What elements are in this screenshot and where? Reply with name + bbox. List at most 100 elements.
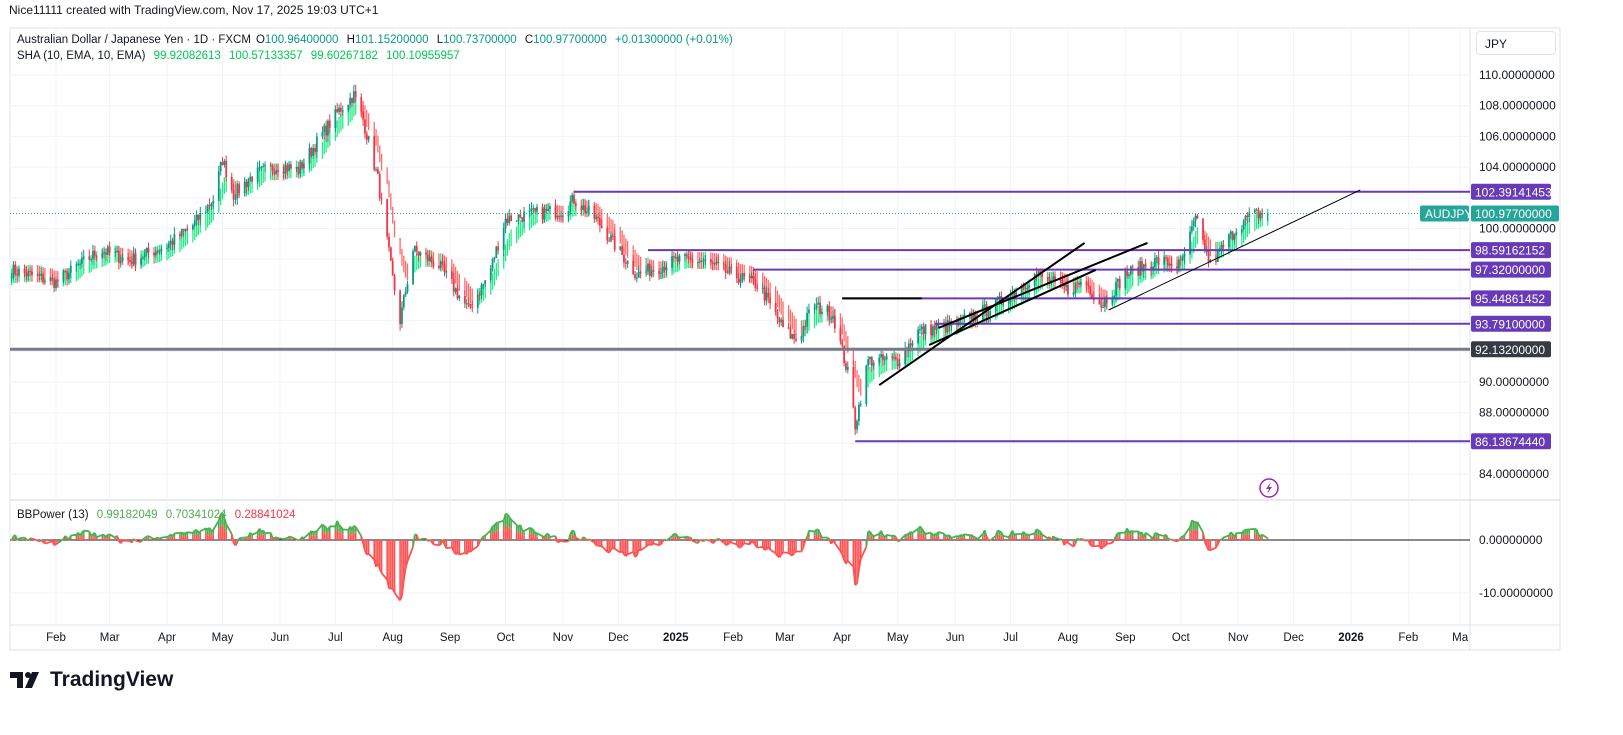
bbpower-bar	[730, 540, 733, 543]
time-axis-label: Sep	[1115, 632, 1135, 644]
candle-body	[922, 326, 925, 335]
bbpower-bar	[108, 534, 111, 537]
bbpower-line-segment	[640, 545, 647, 552]
bbpower-line-segment	[459, 552, 466, 556]
bbpower-line-segment	[912, 528, 919, 534]
bbpower-bar	[998, 531, 1001, 536]
bbpower-bar	[958, 538, 960, 540]
candle-body	[1246, 215, 1249, 217]
bbpower-bar	[454, 540, 457, 555]
bbpower-bar	[262, 530, 264, 535]
bbpower-bar	[765, 540, 768, 550]
tradingview-logo[interactable]: TradingView	[10, 668, 173, 692]
bbpower-bar	[1228, 535, 1230, 538]
candle-body	[774, 303, 777, 312]
bbpower-bar	[1024, 534, 1027, 537]
bbpower-bar	[549, 536, 551, 539]
candle-body	[303, 163, 305, 169]
bbpower-bar	[1254, 533, 1256, 540]
bbpower-legend[interactable]: BBPower (13) 0.99182049 0.70341024 0.288…	[17, 509, 301, 521]
bbpower-line-segment	[761, 546, 766, 551]
candle-body	[249, 177, 252, 181]
candle-body	[976, 319, 979, 321]
price-level-badge: 102.39141453	[1471, 183, 1552, 200]
candle-body	[158, 250, 161, 253]
bbpower-bar	[637, 540, 640, 550]
bbpower-bar	[1035, 529, 1038, 535]
bbpower-line-segment	[496, 521, 499, 524]
candle-body	[560, 215, 562, 217]
candle-body	[93, 250, 96, 257]
candle-body	[1085, 282, 1088, 285]
bbpower-line-segment	[804, 536, 808, 541]
bbpower-line-segment	[493, 522, 497, 526]
candle-body	[365, 133, 368, 140]
bbpower-bar	[839, 540, 842, 552]
bbpower-line-segment	[199, 527, 207, 533]
bbpower-bar	[477, 540, 479, 547]
bbpower-bar	[107, 537, 109, 540]
bbpower-line-segment	[378, 568, 383, 574]
candle-body	[1128, 274, 1130, 277]
bbpower-bar	[245, 537, 248, 539]
candle-body	[1152, 266, 1154, 270]
tradingview-logo-icon	[10, 672, 39, 688]
bbpower-bar	[1165, 537, 1167, 540]
candle-body	[741, 273, 744, 280]
sha-legend[interactable]: SHA (10, EMA, 10, EMA) 99.92082613 100.5…	[17, 50, 465, 62]
bbpower-bar	[269, 535, 272, 540]
bbpower-bar	[329, 532, 331, 540]
bbpower-bar	[1039, 531, 1041, 536]
bbpower-bar	[1106, 540, 1108, 544]
candle-body	[1024, 288, 1027, 290]
bbpower-bar	[869, 535, 871, 540]
lightning-icon	[1259, 478, 1279, 498]
candle-body	[689, 258, 692, 260]
bbpower-line-segment	[81, 529, 85, 534]
candle-body	[761, 287, 764, 289]
currency-button[interactable]: JPY	[1476, 31, 1556, 55]
candle-body	[1166, 258, 1169, 266]
bbpower-bar	[469, 540, 472, 553]
price-level-text: 102.39141453	[1475, 185, 1552, 199]
candle-body	[232, 190, 235, 200]
bbpower-bar	[834, 540, 836, 544]
candle-body	[480, 285, 483, 296]
bbpower-bar	[958, 536, 960, 539]
symbol-badge-bg	[1420, 205, 1469, 222]
bbpower-bar	[182, 533, 185, 537]
bbpower-bar	[260, 535, 263, 540]
candle-body	[182, 228, 185, 231]
candle-body	[1087, 284, 1090, 287]
bbpower-bar	[482, 538, 485, 540]
bbpower-line-segment	[856, 569, 860, 584]
bbpower-bar	[789, 540, 792, 555]
bbpower-bar	[1248, 534, 1251, 540]
bbpower-bar	[388, 540, 390, 589]
candle-body	[658, 271, 660, 274]
bbpower-bar	[406, 540, 409, 562]
bbpower-line-segment	[286, 535, 290, 539]
bbpower-line-segment	[802, 540, 807, 548]
candle-body	[432, 262, 435, 267]
bbpower-bar	[943, 536, 945, 540]
bbpower-bar	[1091, 540, 1093, 547]
bbpower-bar	[1154, 536, 1156, 540]
candle-body	[804, 326, 807, 328]
bbpower-bar	[508, 516, 511, 528]
candle-body	[1155, 257, 1158, 259]
candle-body	[528, 209, 531, 212]
bbpower-bar	[144, 538, 146, 540]
candle-body	[1046, 277, 1049, 279]
bbpower-bar	[1196, 530, 1199, 540]
bbpower-bar	[504, 525, 507, 540]
bbpower-bar	[1072, 540, 1075, 547]
candle-body	[184, 229, 187, 231]
candle-body	[600, 225, 603, 229]
candle-body	[728, 266, 731, 273]
bbpower-line-segment	[146, 535, 149, 538]
bbpower-line-segment	[456, 552, 460, 556]
bbpower-bar	[349, 532, 351, 540]
candle-body	[221, 162, 224, 165]
